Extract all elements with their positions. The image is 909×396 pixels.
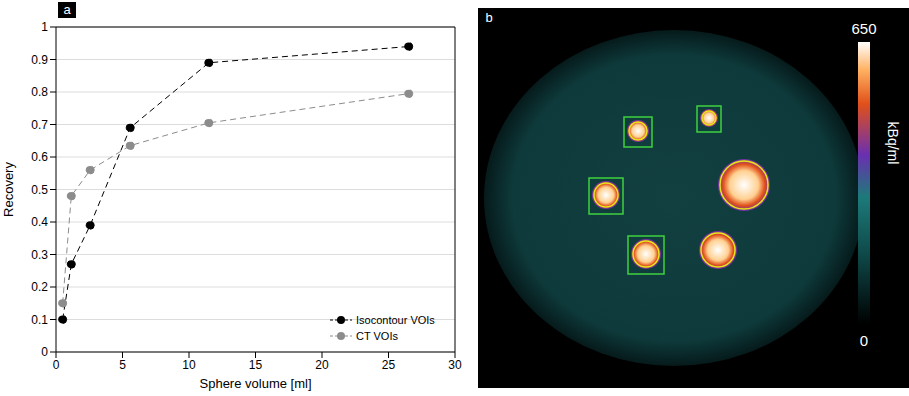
svg-text:Recovery: Recovery	[1, 162, 16, 217]
svg-text:Sphere volume [ml]: Sphere volume [ml]	[200, 376, 312, 391]
svg-text:15: 15	[249, 358, 263, 372]
svg-text:0: 0	[53, 358, 60, 372]
svg-text:0.9: 0.9	[31, 53, 48, 67]
svg-text:0.1: 0.1	[31, 313, 48, 327]
svg-text:10: 10	[182, 358, 196, 372]
svg-text:0.8: 0.8	[31, 85, 48, 99]
html-text:b: b	[485, 10, 493, 25]
svg-text:kBq/ml: kBq/ml	[885, 122, 901, 165]
svg-text:0.6: 0.6	[31, 150, 48, 164]
svg-text:0.5: 0.5	[31, 183, 48, 197]
svg-text:0: 0	[860, 332, 868, 349]
svg-text:25: 25	[382, 358, 396, 372]
html-text:a: a	[63, 2, 71, 17]
svg-text:650: 650	[851, 20, 876, 37]
svg-text:1: 1	[41, 20, 48, 34]
html-text:CT VOIs: CT VOIs	[356, 330, 398, 342]
svg-text:0.3: 0.3	[31, 248, 48, 262]
svg-text:30: 30	[448, 358, 462, 372]
svg-text:5: 5	[119, 358, 126, 372]
svg-text:0.2: 0.2	[31, 280, 48, 294]
html-text:Isocontour VOIs: Isocontour VOIs	[356, 314, 435, 326]
svg-text:0.7: 0.7	[31, 118, 48, 132]
svg-text:20: 20	[315, 358, 329, 372]
svg-text:0.4: 0.4	[31, 215, 48, 229]
svg-text:0: 0	[41, 345, 48, 359]
